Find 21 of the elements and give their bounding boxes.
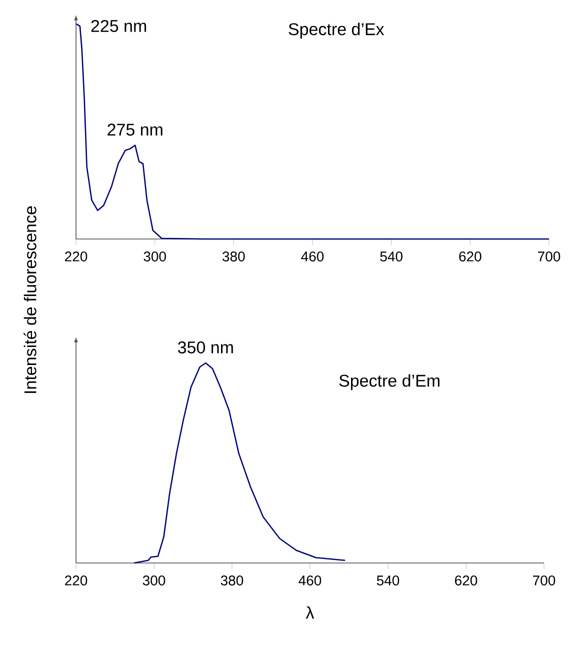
annotation: 275 nm: [108, 124, 162, 136]
x-tick-label: 300: [144, 252, 166, 262]
x-tick-label: 220: [65, 576, 88, 586]
chart-title: Spectre d’Ex: [288, 22, 384, 39]
x-tick-label: 460: [301, 252, 324, 262]
x-tick-label: 700: [538, 252, 560, 262]
x-tick-label: 300: [142, 576, 166, 586]
x-tick-label: 380: [222, 252, 245, 262]
x-tick-label: 620: [459, 252, 482, 262]
x-tick-label: 540: [380, 252, 402, 262]
x-tick-label: 540: [376, 576, 400, 586]
annotation: 225 nm: [91, 20, 146, 32]
x-tick-label: 380: [220, 576, 244, 586]
text: Spectre d’Em: [339, 374, 440, 390]
x-axis-title: λ: [306, 606, 314, 619]
annotation: 350 nm: [178, 341, 233, 354]
x-tick-label: 460: [298, 576, 322, 586]
x-tick-label: 620: [455, 576, 478, 586]
x-tick-label: 700: [533, 576, 556, 586]
y-axis-title: Intensité de fluorescence: [24, 206, 36, 393]
x-tick-label: 220: [65, 252, 88, 262]
